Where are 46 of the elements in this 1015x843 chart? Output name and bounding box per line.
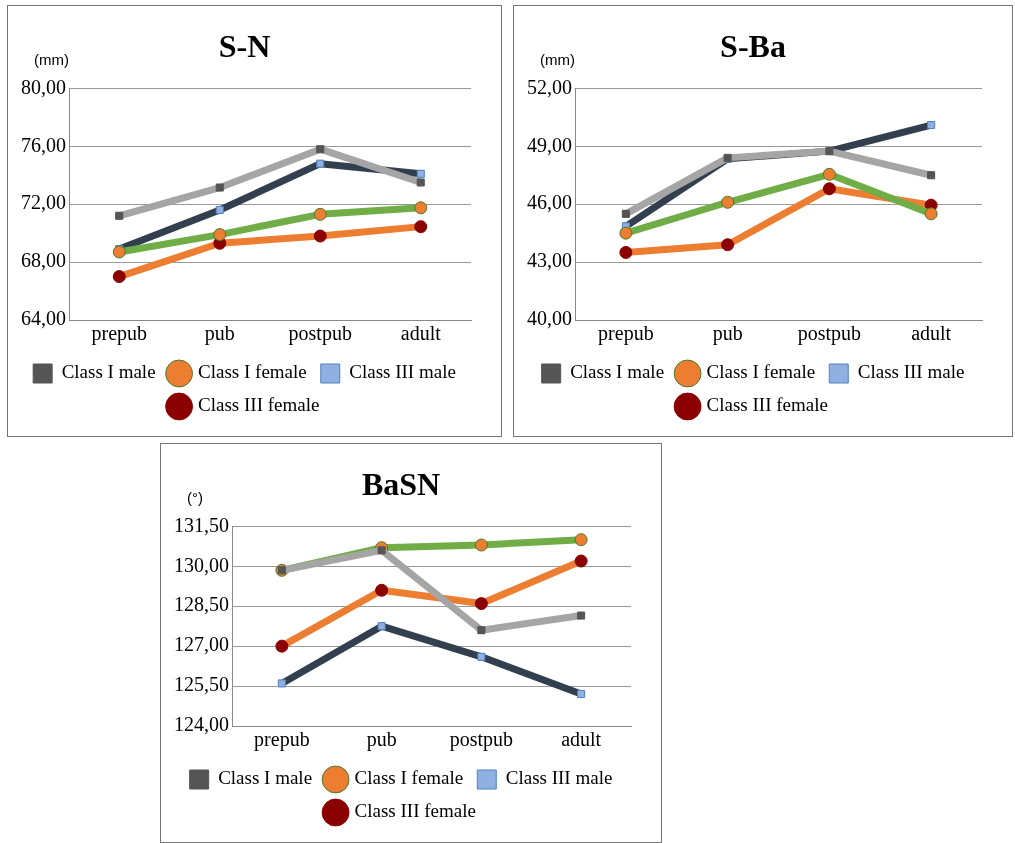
legend-label: Class I female [706,361,816,383]
x-tick-label: adult [561,728,602,751]
chart-title: S-Ba [720,28,786,65]
x-tick-label: prepub [254,728,310,752]
legend-label: Class I male [218,767,313,789]
y-tick-label: 52,00 [527,75,572,98]
y-tick-label: 128,50 [174,593,229,616]
x-tick-label: pub [204,322,235,346]
y-tick-label: 40,00 [527,307,572,330]
y-tick-label: 43,00 [527,249,572,272]
y-tick-label: 130,00 [174,553,229,576]
y-tick-label: 124,00 [174,713,229,736]
y-tick-label: 127,00 [174,633,229,656]
legend-label: Class I male [570,361,665,383]
y-tick-label: 131,50 [174,513,229,536]
chart-title: S-N [218,28,271,65]
legend-label: Class I male [61,361,156,383]
legend-label: Class III male [505,767,613,789]
y-tick-label: 64,00 [21,307,66,330]
legend-label: Class I female [198,361,307,383]
legend-label: Class I female [354,767,464,789]
x-tick-label: pub [712,322,743,346]
y-axis-title: (°) [187,489,203,507]
x-tick-label: prepub [91,322,148,346]
x-tick-label: adult [400,322,442,345]
x-tick-label: adult [911,322,952,345]
y-tick-label: 49,00 [527,133,572,156]
legend-label: Class III female [706,394,828,416]
y-tick-label: 76,00 [21,133,66,156]
y-tick-label: 46,00 [527,191,572,214]
legend-label: Class III female [354,800,476,822]
legend-label: Class III male [857,361,965,383]
x-tick-label: pub [366,728,397,752]
y-tick-label: 80,00 [21,75,66,98]
y-tick-label: 72,00 [21,191,66,214]
chart-title: BaSN [361,466,441,503]
x-tick-label: postpub [288,322,352,346]
y-tick-label: 125,50 [174,673,229,696]
x-tick-label: prepub [598,322,654,346]
y-axis-title: (mm) [540,51,575,69]
x-tick-label: postpub [797,322,862,346]
x-tick-label: postpub [449,728,514,752]
y-axis-title: (mm) [34,51,69,69]
legend-label: Class III male [349,361,456,383]
y-tick-label: 68,00 [21,249,66,272]
legend-label: Class III female [198,394,320,416]
